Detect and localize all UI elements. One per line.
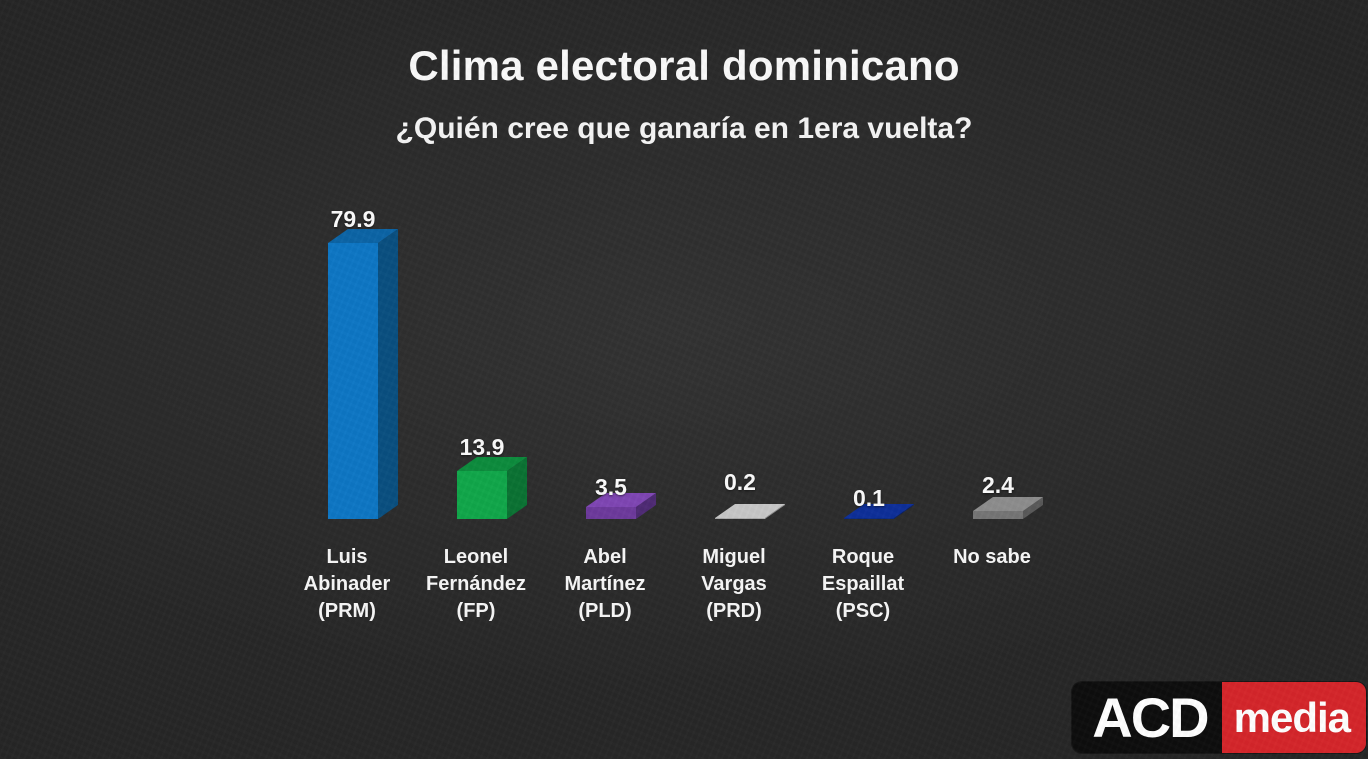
bar-miguel-vargas-category-label: Miguel Vargas (PRD): [648, 544, 820, 625]
bar-roque-espaillat-category-line: Espaillat: [821, 573, 905, 595]
bar-miguel-vargas-side-face: [765, 504, 785, 519]
bar-leonel-fernandez-category-line: Fernández: [425, 573, 527, 595]
bar-luis-abinader-category-line: (PRM): [318, 600, 376, 622]
logo-acd-text: ACD: [1072, 682, 1222, 753]
bar-miguel-vargas-category-line: Miguel: [702, 546, 766, 568]
bar-miguel-vargas-value: 0.2: [724, 469, 756, 495]
bar-leonel-fernandez-category-label: Leonel Fernández (FP): [390, 544, 562, 625]
bar-luis-abinader-top-face: [328, 229, 398, 243]
bar-abel-martinez-category-line: Abel: [583, 546, 627, 568]
bar-roque-espaillat-value: 0.1: [853, 485, 885, 511]
acd-media-logo: ACD media: [1072, 682, 1366, 753]
bar-no-sabe-value: 2.4: [982, 472, 1014, 498]
bar-no-sabe-side-face: [1023, 497, 1043, 519]
bar-abel-martinez-category-line: (PLD): [578, 600, 632, 622]
bar-leonel-fernandez-value: 13.9: [459, 434, 505, 460]
bar-abel-martinez-front-face: [586, 507, 636, 519]
bar-no-sabe-category-line: No sabe: [953, 546, 1031, 568]
bar-luis-abinader-side-face: [378, 229, 398, 519]
bar-miguel-vargas-front-face: [715, 518, 765, 519]
bar-luis-abinader-category-line: Luis: [326, 546, 368, 568]
bar-miguel-vargas-category-line: Vargas: [701, 573, 767, 595]
chart-subtitle: ¿Quién cree que ganaría en 1era vuelta?: [395, 112, 973, 145]
bar-roque-espaillat-category-line: Roque: [831, 546, 895, 568]
bar-abel-martinez-category-label: Abel Martínez (PLD): [519, 544, 691, 625]
bar-abel-martinez-top-face: [586, 493, 656, 507]
bar-luis-abinader-category-line: Abinader: [303, 573, 391, 595]
logo-media-text: media: [1221, 682, 1366, 753]
bar-roque-espaillat-category-line: (PSC): [835, 600, 891, 622]
bar-leonel-fernandez-front-face: [457, 471, 507, 519]
bar-abel-martinez-value: 3.5: [595, 474, 627, 500]
bar-leonel-fernandez-category-line: (FP): [456, 600, 496, 622]
bar-roque-espaillat-side-face: [894, 504, 914, 519]
bar-leonel-fernandez-side-face: [507, 457, 527, 519]
bar-abel-martinez-side-face: [636, 493, 656, 519]
bar-miguel-vargas-top-face: [715, 504, 785, 518]
bar-no-sabe-category-label: No sabe: [906, 544, 1078, 571]
bar-no-sabe-front-face: [973, 511, 1023, 519]
bar-roque-espaillat-front-face: [844, 518, 894, 519]
bar-leonel-fernandez-top-face: [457, 457, 527, 471]
bar-miguel-vargas-category-line: (PRD): [706, 600, 762, 622]
bar-roque-espaillat-category-label: Roque Espaillat (PSC): [777, 544, 949, 625]
bar-abel-martinez-category-line: Martínez: [564, 573, 646, 595]
bar-no-sabe-top-face: [973, 497, 1043, 511]
chart-title: Clima electoral dominicano: [408, 42, 960, 89]
bar-leonel-fernandez-category-line: Leonel: [443, 546, 509, 568]
bar-luis-abinader-front-face: [328, 243, 378, 519]
bar-roque-espaillat-top-face: [844, 504, 914, 518]
bar-luis-abinader-category-label: Luis Abinader (PRM): [261, 544, 433, 625]
bar-luis-abinader-value: 79.9: [330, 206, 376, 232]
